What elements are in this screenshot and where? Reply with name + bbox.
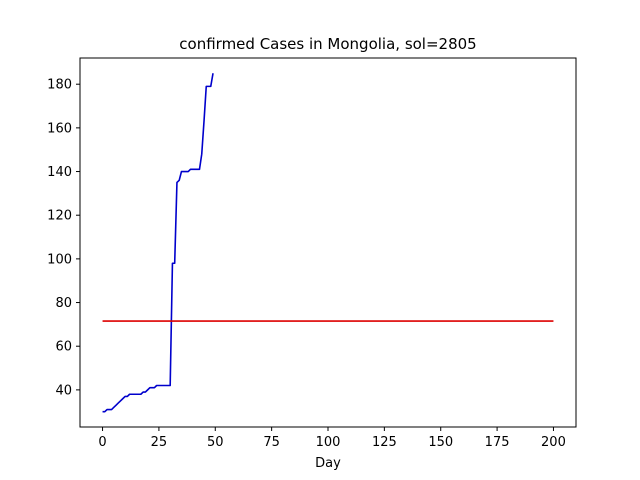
y-tick-label: 40 xyxy=(55,383,72,398)
y-tick-label: 60 xyxy=(55,340,72,355)
chart-title: confirmed Cases in Mongolia, sol=2805 xyxy=(179,35,476,53)
y-tick-label: 140 xyxy=(47,165,72,180)
y-tick-label: 160 xyxy=(47,121,72,136)
x-tick-label: 200 xyxy=(541,435,566,450)
x-tick-label: 175 xyxy=(485,435,510,450)
plot-area xyxy=(102,73,554,413)
axis-ticks: 0 25 50 75 100 125 150 175 200 40 60 80 100 120 140 160… xyxy=(47,78,566,450)
x-tick-label: 125 xyxy=(372,435,397,450)
y-tick-label: 120 xyxy=(47,209,72,224)
x-tick-label: 100 xyxy=(316,435,341,450)
x-tick-label: 50 xyxy=(207,435,224,450)
x-tick-label: 75 xyxy=(263,435,280,450)
x-tick-label: 0 xyxy=(98,435,106,450)
y-tick-label: 80 xyxy=(55,296,72,311)
x-tick-label: 25 xyxy=(151,435,168,450)
x-axis-label: Day xyxy=(315,456,341,471)
y-tick-label: 180 xyxy=(47,78,72,93)
x-tick-label: 150 xyxy=(428,435,453,450)
y-tick-label: 100 xyxy=(47,252,72,267)
series-line-0 xyxy=(102,73,214,413)
